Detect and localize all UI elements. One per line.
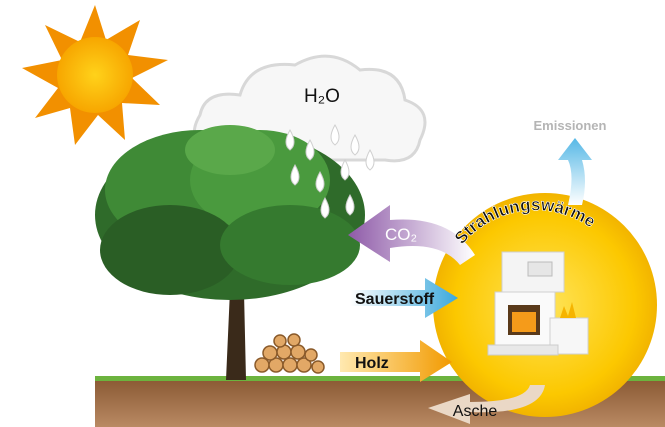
tree	[95, 125, 365, 380]
water-label: H₂O	[304, 86, 340, 107]
emissions-label: Emissionen	[534, 118, 607, 133]
wood-label: Holz	[355, 355, 389, 372]
sun	[22, 5, 168, 145]
co2-label: CO₂	[385, 225, 417, 244]
page: H₂O Emissionen CO₂ Strahlungswärme Sauer…	[0, 0, 665, 427]
wood-pile	[255, 334, 324, 373]
oxygen-label: Sauerstoff	[355, 291, 435, 308]
ash-label: Asche	[453, 403, 498, 420]
diagram: H₂O Emissionen CO₂ Strahlungswärme Sauer…	[0, 0, 665, 427]
